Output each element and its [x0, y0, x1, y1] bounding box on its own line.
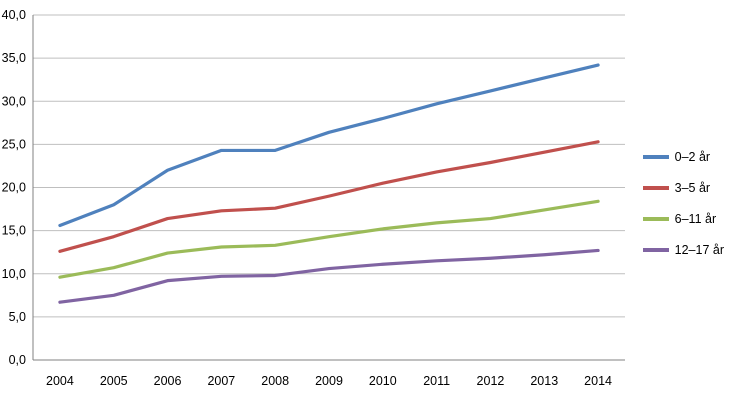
legend-label: 6–11 år — [674, 212, 717, 226]
x-tick-label: 2010 — [369, 374, 397, 388]
legend-label: 0–2 år — [674, 150, 711, 164]
legend-line-swatch — [642, 155, 669, 159]
series-line-6–11 år — [58, 199, 600, 279]
legend-label: 3–5 år — [674, 181, 711, 195]
x-tick-label: 2005 — [100, 374, 128, 388]
legend-item: 6–11 år — [642, 212, 724, 226]
series-line-12–17 år — [58, 248, 600, 304]
legend-line-swatch — [642, 248, 669, 252]
x-tick-label: 2006 — [154, 374, 182, 388]
series-line-0–2 år — [58, 63, 600, 228]
x-tick-label: 2014 — [584, 374, 612, 388]
legend-item: 12–17 år — [642, 243, 724, 257]
y-tick-label: 40,0 — [2, 8, 26, 22]
y-tick-label: 20,0 — [2, 181, 26, 195]
legend-line-swatch — [642, 186, 669, 190]
y-tick-label: 25,0 — [2, 137, 26, 151]
y-tick-label: 10,0 — [2, 267, 26, 281]
y-tick-label: 15,0 — [2, 224, 26, 238]
y-tick-label: 5,0 — [9, 310, 26, 324]
series-line-3–5 år — [58, 140, 600, 253]
x-tick-label: 2009 — [315, 374, 343, 388]
legend-line-swatch — [642, 217, 669, 221]
legend-label: 12–17 år — [674, 243, 724, 257]
x-tick-label: 2007 — [207, 374, 235, 388]
chart-legend: 0–2 år 3–5 år 6–11 år 12–17 år — [642, 150, 724, 257]
y-tick-label: 30,0 — [2, 94, 26, 108]
legend-item: 3–5 år — [642, 181, 724, 195]
x-tick-label: 2011 — [423, 374, 450, 388]
x-tick-label: 2008 — [261, 374, 289, 388]
x-tick-label: 2004 — [46, 374, 74, 388]
x-tick-label: 2013 — [530, 374, 558, 388]
y-tick-label: 0,0 — [9, 353, 26, 367]
y-tick-label: 35,0 — [2, 51, 26, 65]
legend-item: 0–2 år — [642, 150, 724, 164]
x-tick-label: 2012 — [477, 374, 505, 388]
